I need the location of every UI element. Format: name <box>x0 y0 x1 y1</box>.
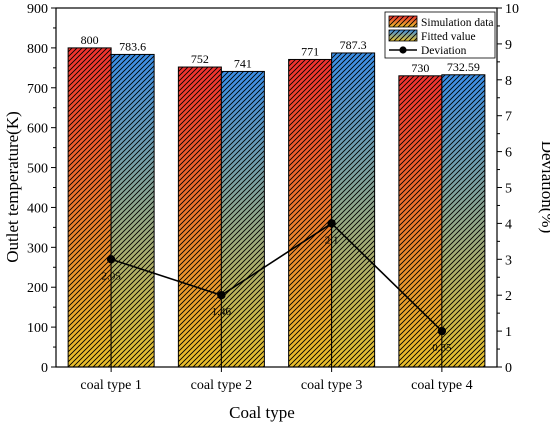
bar-fitted-label-1: 783.6 <box>119 39 146 53</box>
y2-tick-label-9: 9 <box>505 38 512 53</box>
y2-tick-label-6: 6 <box>505 146 512 161</box>
y-tick-label-4: 400 <box>27 201 48 216</box>
bar-simulation-label-2: 752 <box>191 52 209 66</box>
bar-fitted-hatch-1 <box>110 53 155 368</box>
bar-simulation-label-4: 730 <box>411 61 429 75</box>
bar-simulation-hatch-3 <box>288 58 333 368</box>
deviation-line <box>110 222 443 332</box>
bars-layer <box>67 47 486 368</box>
x-tick-label-4: coal type 4 <box>411 378 472 393</box>
x-axis-title: Coal type <box>229 403 295 422</box>
x-tick-label-3: coal type 3 <box>301 378 362 393</box>
legend-swatch-hatch-1 <box>388 15 418 28</box>
deviation-line-layer <box>106 219 447 336</box>
y2-tick-label-0: 0 <box>505 361 512 376</box>
legend-label-2: Fitted value <box>421 31 476 43</box>
bar-simulation-hatch-4 <box>398 75 443 368</box>
bar-simulation-hatch-1 <box>67 47 112 368</box>
y2-tick-label-1: 1 <box>505 325 512 340</box>
bar-fitted-hatch-3 <box>331 52 376 368</box>
axes-layer: 0 100 200 300 400 500 600 700 800 900 0 1 2 3 4 5 6 7 8 9 10… <box>27 2 519 393</box>
legend-swatch-hatch-2 <box>388 29 418 42</box>
x-tick-label-2: coal type 2 <box>191 378 252 393</box>
bar-fitted-label-2: 741 <box>234 56 252 70</box>
y2-tick-label-8: 8 <box>505 74 512 89</box>
y2-tick-label-5: 5 <box>505 182 512 197</box>
y-tick-label-2: 200 <box>27 281 48 296</box>
legend: Simulation data Fitted value Deviation <box>384 11 496 59</box>
deviation-point-2 <box>217 291 226 300</box>
y2-tick-label-2: 2 <box>505 289 512 304</box>
y2-tick-label-3: 3 <box>505 253 512 268</box>
bar-fitted-hatch-4 <box>441 74 486 368</box>
bar-fitted-label-4: 732.59 <box>447 60 480 74</box>
deviation-label-4: 0.35 <box>432 342 452 354</box>
deviation-point-3 <box>327 219 336 228</box>
y2-tick-label-10: 10 <box>505 2 519 17</box>
deviation-point-4 <box>437 326 447 336</box>
y-tick-label-6: 600 <box>27 122 48 137</box>
y-tick-label-3: 300 <box>27 241 48 256</box>
y-tick-label-9: 900 <box>27 2 48 17</box>
bar-simulation-label-3: 771 <box>301 44 319 58</box>
bar-fitted-label-3: 787.3 <box>340 38 367 52</box>
legend-label-1: Simulation data <box>421 17 494 29</box>
bar-simulation-label-1: 800 <box>81 33 99 47</box>
y-axis-title: Outlet temperature(K) <box>3 111 22 263</box>
y2-tick-label-4: 4 <box>505 217 512 232</box>
y-tick-label-5: 500 <box>27 162 48 177</box>
x-tick-label-1: coal type 1 <box>80 378 141 393</box>
y2-tick-label-7: 7 <box>505 110 512 125</box>
bar-simulation-hatch-2 <box>177 66 222 368</box>
y-tick-label-1: 100 <box>27 321 48 336</box>
deviation-label-2: 1.46 <box>212 306 232 318</box>
y2-axis-title: Deviation(%) <box>538 141 550 234</box>
legend-label-3: Deviation <box>421 45 467 57</box>
deviation-label-1: 2.05 <box>102 270 122 282</box>
deviation-label-3: 2.1 <box>325 234 339 246</box>
deviation-point-1 <box>106 255 116 264</box>
labels-layer: 800 783.6 752 741 771 787.3 730 732.59 2.05 1.46 2… <box>81 33 480 354</box>
y-tick-label-7: 700 <box>27 82 48 97</box>
y-tick-label-0: 0 <box>41 361 48 376</box>
bar-fitted-hatch-2 <box>220 70 265 368</box>
legend-marker-swatch <box>399 46 407 54</box>
y-tick-label-8: 800 <box>27 42 48 57</box>
